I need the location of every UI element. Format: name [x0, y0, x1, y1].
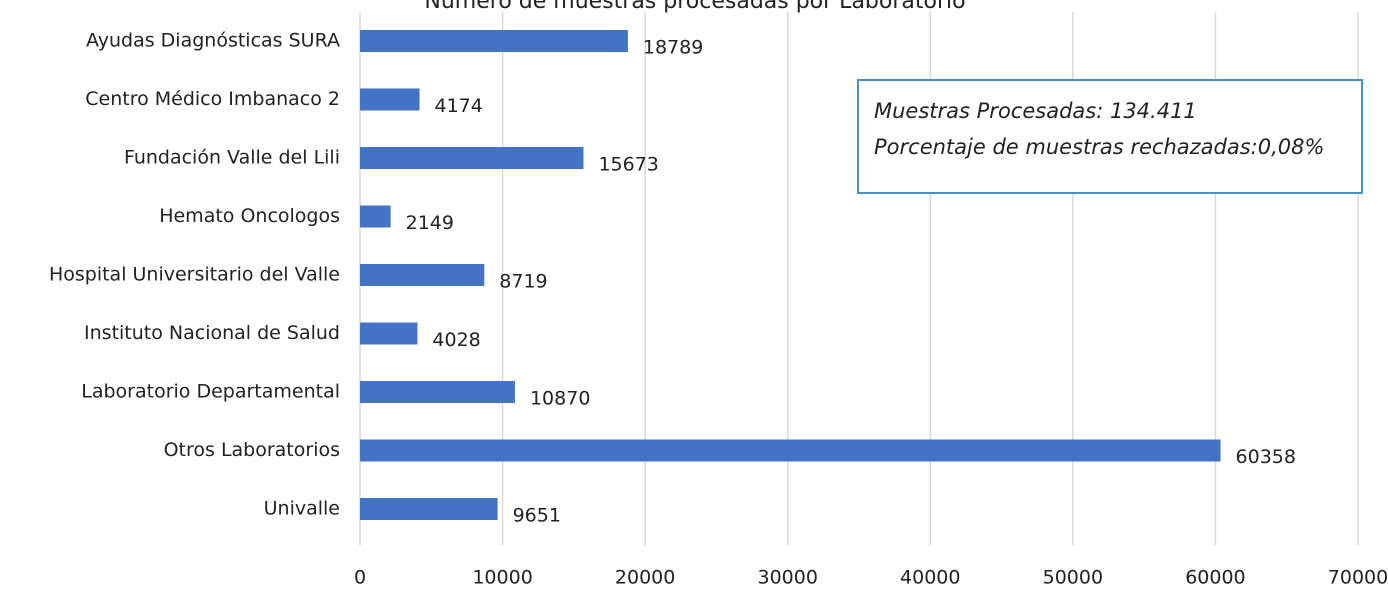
y-tick-label: Laboratorio Departamental	[81, 381, 340, 403]
x-tick-label: 40000	[900, 567, 960, 589]
annotation-box	[857, 79, 1363, 194]
y-tick-label: Univalle	[264, 498, 340, 520]
bar	[360, 381, 515, 403]
y-tick-label: Hemato Oncologos	[159, 205, 340, 227]
chart-title: Número de muestras procesadas por Labora…	[424, 0, 965, 14]
bar	[360, 264, 485, 286]
bar	[360, 322, 418, 345]
x-tick-label: 30000	[757, 567, 817, 589]
bar	[360, 30, 628, 52]
annotation-text: Porcentaje de muestras rechazadas:0,08%	[874, 135, 1324, 159]
y-tick-label: Otros Laboratorios	[164, 439, 340, 461]
value-label: 2149	[406, 212, 454, 234]
y-tick-label: Centro Médico Imbanaco 2	[85, 88, 340, 110]
bar	[360, 205, 391, 228]
x-tick-label: 70000	[1328, 567, 1388, 589]
value-label: 60358	[1236, 446, 1296, 468]
x-tick-label: 10000	[472, 567, 532, 589]
y-tick-label: Fundación Valle del Lili	[124, 147, 340, 169]
y-tick-label: Ayudas Diagnósticas SURA	[86, 30, 340, 52]
bar	[360, 147, 584, 169]
value-label: 4028	[432, 329, 480, 351]
y-tick-label: Hospital Universitario del Valle	[49, 264, 340, 286]
value-label: 10870	[530, 388, 590, 410]
value-label: 9651	[513, 505, 561, 527]
annotation-text: Muestras Procesadas: 134.411	[874, 99, 1197, 123]
x-tick-label: 60000	[1185, 567, 1245, 589]
x-tick-label: 50000	[1043, 567, 1103, 589]
value-label: 4174	[435, 95, 483, 117]
y-tick-label: Instituto Nacional de Salud	[84, 322, 340, 344]
bar	[360, 439, 1221, 462]
value-label: 18789	[643, 37, 703, 59]
bar	[360, 88, 420, 111]
value-label: 8719	[499, 271, 547, 293]
x-tick-label: 0	[354, 567, 366, 589]
value-label: 15673	[598, 154, 658, 176]
bar	[360, 498, 498, 520]
x-tick-label: 20000	[615, 567, 675, 589]
